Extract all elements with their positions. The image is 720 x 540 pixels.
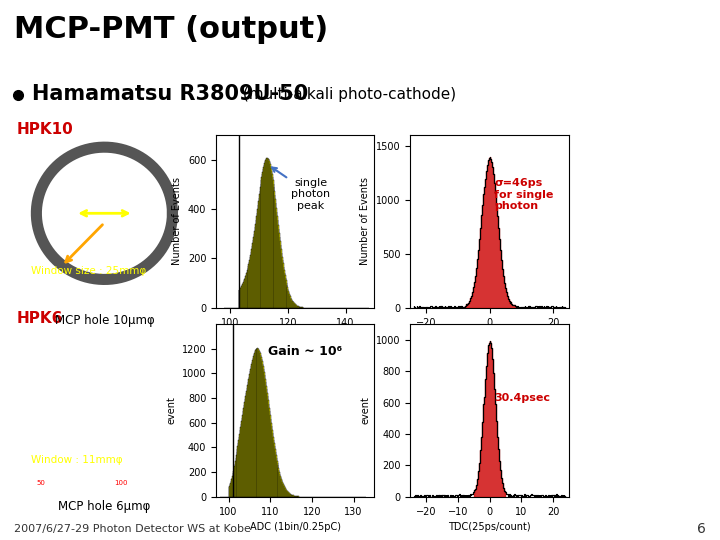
Text: Hamamatsu R3809U-50: Hamamatsu R3809U-50 [32,84,309,105]
X-axis label: ADC (1bin/0.25pC): ADC (1bin/0.25pC) [250,522,341,532]
Y-axis label: event: event [361,396,371,424]
Y-axis label: event: event [166,396,176,424]
Y-axis label: Number of Events: Number of Events [172,178,182,265]
X-axis label: ADC (count/0.25pC): ADC (count/0.25pC) [246,333,344,343]
Text: 6: 6 [697,522,706,536]
Text: 2007/6/27-29 Photon Detector WS at Kobe: 2007/6/27-29 Photon Detector WS at Kobe [14,524,251,534]
X-axis label: TDC(25ps/count): TDC(25ps/count) [449,522,531,532]
Text: 100: 100 [114,481,127,487]
Text: (multi-alkali photo-cathode): (multi-alkali photo-cathode) [238,87,456,102]
Text: σ=46ps
for single
photon: σ=46ps for single photon [495,178,554,211]
Y-axis label: Number of Events: Number of Events [361,178,371,265]
Text: 50: 50 [37,481,45,487]
Text: MCP hole 10μmφ: MCP hole 10μmφ [55,314,154,327]
X-axis label: TDC (count/25psec): TDC (count/25psec) [441,333,538,343]
Text: Gain ~ 10⁶: Gain ~ 10⁶ [269,345,343,357]
Text: HPK6: HPK6 [17,311,63,326]
Text: Window : 11mmφ: Window : 11mmφ [30,455,122,465]
Text: MCP-PMT (output): MCP-PMT (output) [14,15,328,44]
Text: 30.4psec: 30.4psec [495,393,550,403]
Text: MCP hole 6μmφ: MCP hole 6μmφ [58,500,150,514]
Text: HPK10: HPK10 [17,122,73,137]
Text: Window size : 25mmφ: Window size : 25mmφ [30,266,145,276]
Text: single
photon
peak: single photon peak [272,167,330,211]
